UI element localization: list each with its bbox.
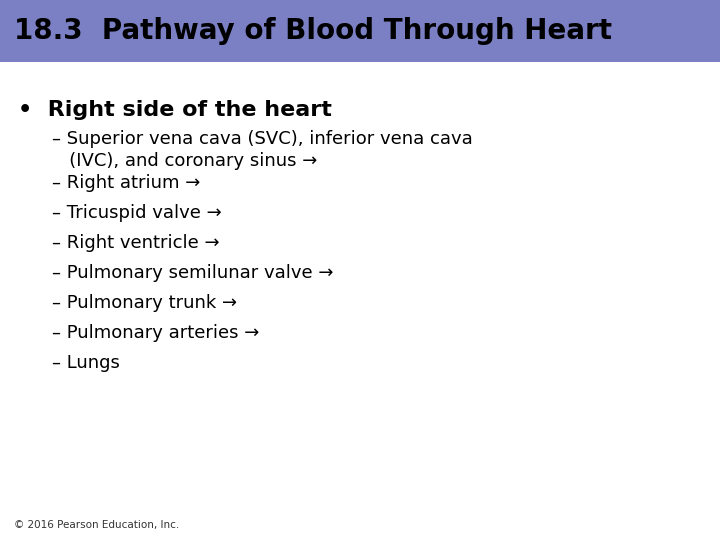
Text: •  Right side of the heart: • Right side of the heart	[18, 100, 332, 120]
Text: – Pulmonary semilunar valve →: – Pulmonary semilunar valve →	[52, 264, 333, 282]
Text: – Tricuspid valve →: – Tricuspid valve →	[52, 204, 222, 222]
Text: – Pulmonary arteries →: – Pulmonary arteries →	[52, 324, 259, 342]
Text: – Right ventricle →: – Right ventricle →	[52, 234, 220, 252]
Bar	[0, 0, 720, 62]
Text: – Pulmonary trunk →: – Pulmonary trunk →	[52, 294, 237, 312]
Text: – Superior vena cava (SVC), inferior vena cava
   (IVC), and coronary sinus →: – Superior vena cava (SVC), inferior ven…	[52, 130, 473, 170]
Text: – Right atrium →: – Right atrium →	[52, 174, 200, 192]
Text: © 2016 Pearson Education, Inc.: © 2016 Pearson Education, Inc.	[14, 520, 179, 530]
Text: – Lungs: – Lungs	[52, 354, 120, 372]
Text: 18.3  Pathway of Blood Through Heart: 18.3 Pathway of Blood Through Heart	[14, 17, 612, 45]
